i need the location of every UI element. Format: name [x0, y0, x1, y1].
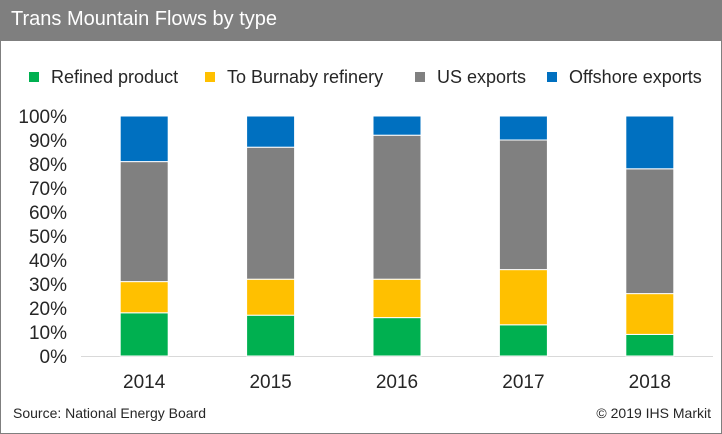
bar-segment — [498, 269, 548, 326]
bar-segment — [498, 115, 548, 141]
legend-swatch — [29, 72, 39, 82]
y-tick-label: 40% — [29, 251, 67, 272]
legend-label: To Burnaby refinery — [227, 66, 384, 87]
chart-legend: Refined product To Burnaby refinery US e… — [1, 65, 721, 89]
x-tick-label: 2017 — [502, 372, 544, 393]
bar-segment — [625, 115, 675, 170]
y-tick-label: 50% — [29, 227, 67, 248]
bar-segment — [246, 115, 296, 148]
bar-segment — [119, 115, 169, 163]
bar-segment — [625, 293, 675, 335]
stacked-bar-chart: 0% 10% 20% 30% 40% 50% 60% 70% 80% 90% 100% 2014 201… — [18, 107, 713, 393]
y-tick-label: 90% — [29, 131, 67, 152]
x-tick-label: 2014 — [123, 372, 166, 393]
bar-segment — [625, 168, 675, 295]
legend-swatch — [205, 72, 215, 82]
bar-segment — [372, 134, 422, 280]
bar-segment — [246, 146, 296, 280]
y-tick-label: 0% — [40, 347, 68, 368]
y-tick-label: 20% — [29, 299, 67, 320]
legend-label: Refined product — [51, 66, 179, 87]
y-tick-label: 60% — [29, 203, 67, 224]
y-tick-label: 70% — [29, 179, 67, 200]
source-note: Source: National Energy Board — [13, 405, 206, 421]
y-tick-label: 80% — [29, 155, 67, 176]
bar-segment — [498, 324, 548, 357]
y-tick-label: 100% — [18, 107, 67, 128]
legend-swatch — [415, 72, 425, 82]
x-tick-label: 2016 — [376, 372, 418, 393]
copyright-note: © 2019 IHS Markit — [596, 405, 711, 421]
legend-item-offshore-exports: Offshore exports — [547, 65, 702, 89]
chart-title: Trans Mountain Flows by type — [11, 8, 278, 30]
legend-item-us-exports: US exports — [415, 65, 526, 89]
bar-segment — [625, 333, 675, 357]
bar-segment — [372, 115, 422, 136]
legend-label: Offshore exports — [569, 66, 702, 87]
legend-item-to-burnaby-refinery: To Burnaby refinery — [205, 65, 383, 89]
y-tick-label: 10% — [29, 323, 67, 344]
bar-segment — [372, 278, 422, 319]
bar-segment — [498, 139, 548, 271]
legend-item-refined-product: Refined product — [29, 65, 178, 89]
title-bar: Trans Mountain Flows by type — [1, 1, 721, 41]
bar-segment — [119, 312, 169, 357]
bar-segment — [246, 278, 296, 316]
x-tick-label: 2018 — [629, 372, 671, 393]
bar-segment — [372, 317, 422, 357]
bar-segment — [246, 314, 296, 357]
x-tick-label: 2015 — [249, 372, 291, 393]
bar-segment — [119, 281, 169, 314]
legend-swatch — [547, 72, 557, 82]
bar-segment — [119, 161, 169, 283]
legend-label: US exports — [437, 66, 527, 87]
y-tick-label: 30% — [29, 275, 67, 296]
